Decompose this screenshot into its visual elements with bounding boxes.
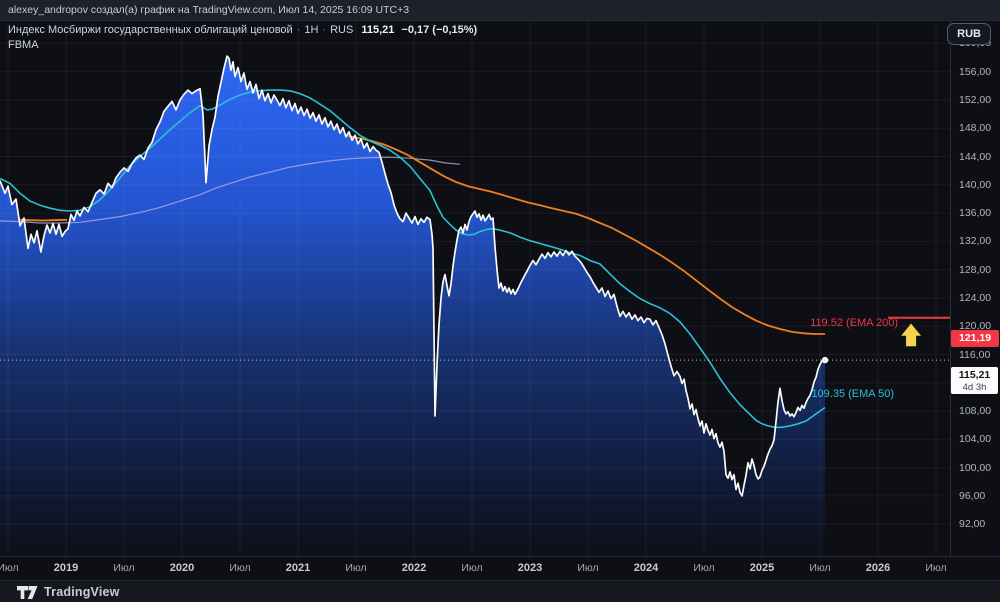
time-tick-label: Июл xyxy=(345,562,367,574)
chart-area[interactable]: Индекс Мосбиржи государственных облигаци… xyxy=(0,21,1000,581)
last-price-badge: 115,21 4d 3h xyxy=(951,367,998,395)
price-tick-label: 100,00 xyxy=(959,461,992,474)
price-tick-label: 156,00 xyxy=(959,65,992,78)
last-price-text: 115,21 xyxy=(958,369,991,382)
ema200-line xyxy=(17,218,68,222)
price-tick-label: 144,00 xyxy=(959,150,992,163)
time-tick-label: 2025 xyxy=(749,562,775,574)
price-line xyxy=(0,55,826,497)
price-tick-label: 132,00 xyxy=(959,235,992,248)
price-tick-label: 108,00 xyxy=(959,405,992,418)
time-tick-label: Июл xyxy=(925,562,947,574)
price-tick-label: 104,00 xyxy=(959,433,992,446)
bar-countdown: 4d 3h xyxy=(962,382,987,394)
price-tick-label: 124,00 xyxy=(959,291,992,304)
time-tick-label: Июл xyxy=(461,562,483,574)
tradingview-logo-icon xyxy=(17,585,38,599)
ema50-line xyxy=(0,89,826,429)
attribution-text: alexey_andropov создал(а) график на Trad… xyxy=(8,4,410,16)
ema200-line xyxy=(347,135,825,335)
legend-main-row[interactable]: Индекс Мосбиржи государственных облигаци… xyxy=(8,24,477,36)
price-tick-label: 136,00 xyxy=(959,207,992,220)
tradingview-wordmark: TradingView xyxy=(44,585,120,599)
price-axis[interactable]: 160,00156,00152,00148,00144,00140,00136,… xyxy=(950,21,1000,556)
time-tick-label: 2020 xyxy=(169,562,195,574)
time-tick-label: 2022 xyxy=(401,562,427,574)
symbol-title: Индекс Мосбиржи государственных облигаци… xyxy=(8,24,293,36)
legend-separator: · xyxy=(296,24,301,36)
time-tick-label: 2024 xyxy=(633,562,659,574)
time-tick-label: Июл xyxy=(113,562,135,574)
legend-separator: · xyxy=(322,24,327,36)
tradingview-brand-link[interactable]: TradingView xyxy=(17,585,120,599)
alert-price-badge: 121,19 xyxy=(951,330,999,348)
change-value: −0,17 (−0,15%) xyxy=(401,24,478,36)
price-tick-label: 120,00 xyxy=(959,320,992,333)
price-tick-label: 152,00 xyxy=(959,93,992,106)
price-area-fill xyxy=(0,56,825,556)
footer-bar: TradingView xyxy=(0,580,1000,602)
price-tick-label: 116,00 xyxy=(959,348,991,361)
fbma-line xyxy=(0,156,461,224)
last-price-value: 115,21 xyxy=(361,24,395,36)
chart-legend: Индекс Мосбиржи государственных облигаци… xyxy=(8,24,477,51)
market-label: RUS xyxy=(330,24,354,36)
ema50-value-label: 109.35 (EMA 50) xyxy=(811,387,894,400)
interval-label: 1H xyxy=(304,24,319,36)
time-axis[interactable]: Июл 2019 Июл 2020 Июл 2021 Июл 2022 Июл 2023 Июл 20… xyxy=(0,556,1000,581)
up-arrow-drawing[interactable] xyxy=(899,322,924,348)
price-tick-label: 92,00 xyxy=(959,518,986,531)
indicator-label: FBMA xyxy=(8,39,39,51)
time-tick-label: 2021 xyxy=(285,562,311,574)
price-tick-label: 96,00 xyxy=(959,489,986,502)
last-price-dot xyxy=(821,356,829,364)
time-tick-label: Июл xyxy=(229,562,251,574)
time-tick-label: Июл xyxy=(0,562,19,574)
ema200-value-label: 119.52 (EMA 200) xyxy=(810,316,898,329)
time-tick-label: 2023 xyxy=(517,562,543,574)
price-tick-label: 148,00 xyxy=(959,122,992,135)
time-tick-label: 2019 xyxy=(53,562,79,574)
attribution-bar: alexey_andropov создал(а) график на Trad… xyxy=(0,0,1000,21)
legend-indicator-row[interactable]: FBMA xyxy=(8,39,477,51)
time-tick-label: Июл xyxy=(577,562,599,574)
plot-group xyxy=(0,21,950,556)
time-tick-label: 2026 xyxy=(865,562,891,574)
time-tick-label: Июл xyxy=(809,562,831,574)
price-tick-label: 128,00 xyxy=(959,263,992,276)
price-tick-label: 140,00 xyxy=(959,178,992,191)
time-tick-label: Июл xyxy=(693,562,715,574)
currency-toggle-button[interactable]: RUB xyxy=(947,23,991,45)
